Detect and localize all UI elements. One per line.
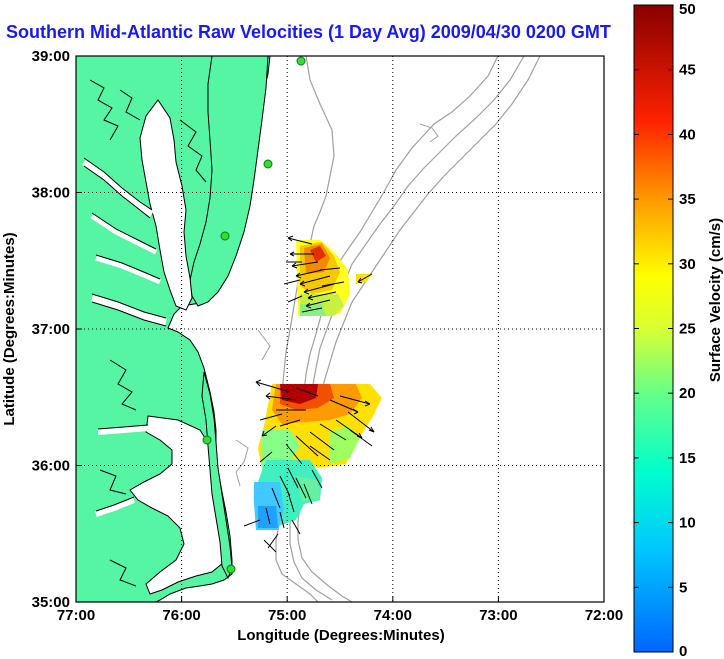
velocity-vectors [243,235,375,553]
x-tick-label: 73:00 [479,607,517,624]
x-tick-label: 72:00 [585,607,623,624]
y-tick-label: 38:00 [32,185,70,202]
map-title: Southern Mid-Atlantic Raw Velocities (1 … [6,22,611,42]
potomac-river [81,159,154,217]
x-tick-label: 76:00 [162,607,200,624]
x-tick-label: 74:00 [374,607,412,624]
station-marker [220,231,230,241]
y-axis-title: Latitude (Degrees:Minutes) [1,232,18,425]
y-axis: 35:00 36:00 37:00 38:00 39:00 [32,48,82,611]
y-tick-label: 36:00 [32,458,70,475]
chesapeake-bay [139,99,193,311]
y-tick-label: 39:00 [32,48,70,65]
map-grid [76,56,604,602]
radar-stations [202,56,306,574]
y-tick-label: 37:00 [32,321,70,338]
x-tick-label: 75:00 [268,607,306,624]
station-marker [263,159,273,169]
station-marker [226,564,236,574]
station-marker [296,56,306,66]
outer-banks [201,371,233,580]
x-tick-label: 77:00 [57,607,95,624]
y-tick-label: 35:00 [32,594,70,611]
station-marker [202,435,212,445]
x-axis-title: Longitude (Degrees:Minutes) [237,627,445,644]
x-axis: 77:00 76:00 75:00 74:00 73:00 72:00 [57,596,623,624]
land-delmarva [189,56,269,307]
